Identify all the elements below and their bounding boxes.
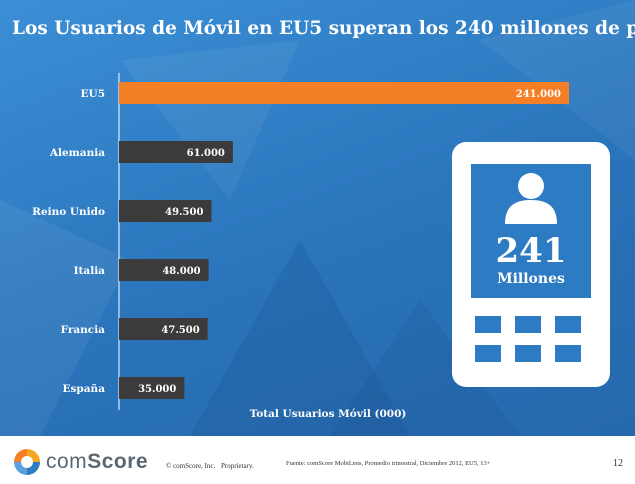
category-label: Reino Unido (32, 206, 105, 218)
keypad-key (475, 316, 501, 333)
phone-screen: 241 Millones (471, 164, 591, 298)
source-note: Fuente: comScore MobiLens, Promedio trim… (286, 460, 491, 467)
infographic-unit: Millones (497, 271, 565, 287)
value-label: 241.000 (516, 89, 561, 100)
bar-francia (119, 318, 208, 340)
background-pattern (0, 0, 635, 436)
slide-title: Los Usuarios de Móvil en EU5 superan los… (12, 18, 635, 39)
category-label: España (63, 383, 106, 395)
logo-prefix: com (46, 450, 88, 473)
value-label: 35.000 (138, 384, 176, 395)
page-number: 12 (613, 458, 623, 469)
infographic-number: 241 (495, 231, 567, 271)
proprietary-text: Proprietary. (221, 462, 254, 470)
category-label: Alemania (49, 147, 105, 159)
category-label: EU5 (81, 88, 105, 100)
category-label: Italia (74, 265, 106, 277)
bar-reino-unido (119, 200, 212, 222)
bar-eu5 (119, 82, 569, 104)
category-label: Francia (61, 324, 106, 336)
value-label: 47.500 (161, 325, 199, 336)
value-label: 49.500 (165, 207, 203, 218)
copyright-text: © comScore, Inc. (166, 462, 216, 470)
x-axis-label: Total Usuarios Móvil (000) (250, 408, 407, 420)
bar-españa (119, 377, 185, 399)
value-label: 48.000 (162, 266, 200, 277)
phone-user-icon: 241 Millones (452, 142, 610, 387)
keypad-key (515, 345, 541, 362)
bar-italia (119, 259, 209, 281)
keypad-key (475, 345, 501, 362)
keypad-key (555, 345, 581, 362)
keypad-key (515, 316, 541, 333)
keypad-key (555, 316, 581, 333)
bar-chart: EU5 241.000 Alemania 61.000 Reino Unido 49.50… (32, 73, 569, 420)
bar-alemania (119, 141, 233, 163)
logo-suffix: Score (87, 450, 149, 473)
comscore-logo: comScore (46, 450, 148, 474)
comscore-logo-icon (14, 449, 40, 475)
footer (0, 436, 635, 484)
value-label: 61.000 (187, 148, 225, 159)
user-silhouette-icon (505, 173, 557, 224)
